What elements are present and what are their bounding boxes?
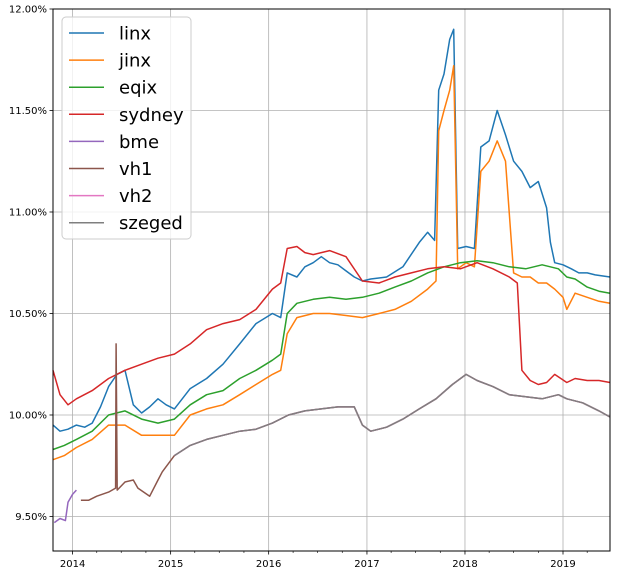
legend-label: szeged <box>119 213 183 234</box>
legend: linx jinx eqix sydney bme vh1 vh2 szeged <box>61 16 192 240</box>
series-line-sydney <box>52 245 611 406</box>
series-line-linx <box>52 28 611 432</box>
legend-label: jinx <box>118 51 151 72</box>
y-tick-label: 12.00% <box>9 5 47 16</box>
x-axis: 2014 2015 2016 2017 2018 2019 <box>60 551 588 570</box>
x-tick-label: 2015 <box>158 559 183 570</box>
y-tick-label: 10.00% <box>9 410 47 421</box>
x-tick-label: 2014 <box>60 559 85 570</box>
x-tick-label: 2016 <box>256 559 281 570</box>
series-line-eqix <box>52 259 611 451</box>
x-tick-label: 2019 <box>550 559 575 570</box>
series-line-jinx <box>52 65 611 461</box>
legend-box <box>61 16 192 240</box>
x-tick-label: 2018 <box>452 559 477 570</box>
x-tick-label: 2017 <box>354 559 379 570</box>
series-line-bme <box>53 489 77 524</box>
series-lines <box>52 28 611 524</box>
y-tick-label: 9.50% <box>15 512 47 523</box>
y-axis: 9.50% 10.00% 10.50% 11.00% 11.50% 12.00% <box>9 5 53 523</box>
series-line-szeged <box>173 373 611 457</box>
legend-label: vh1 <box>119 159 153 180</box>
y-tick-label: 10.50% <box>9 309 47 320</box>
plot-frame <box>52 8 611 552</box>
legend-label: linx <box>119 24 151 45</box>
y-tick-label: 11.50% <box>9 106 47 117</box>
y-tick-label: 11.00% <box>9 207 47 218</box>
legend-label: bme <box>119 132 159 153</box>
legend-label: vh2 <box>119 186 153 207</box>
legend-label: eqix <box>119 78 158 99</box>
legend-label: sydney <box>119 105 184 126</box>
